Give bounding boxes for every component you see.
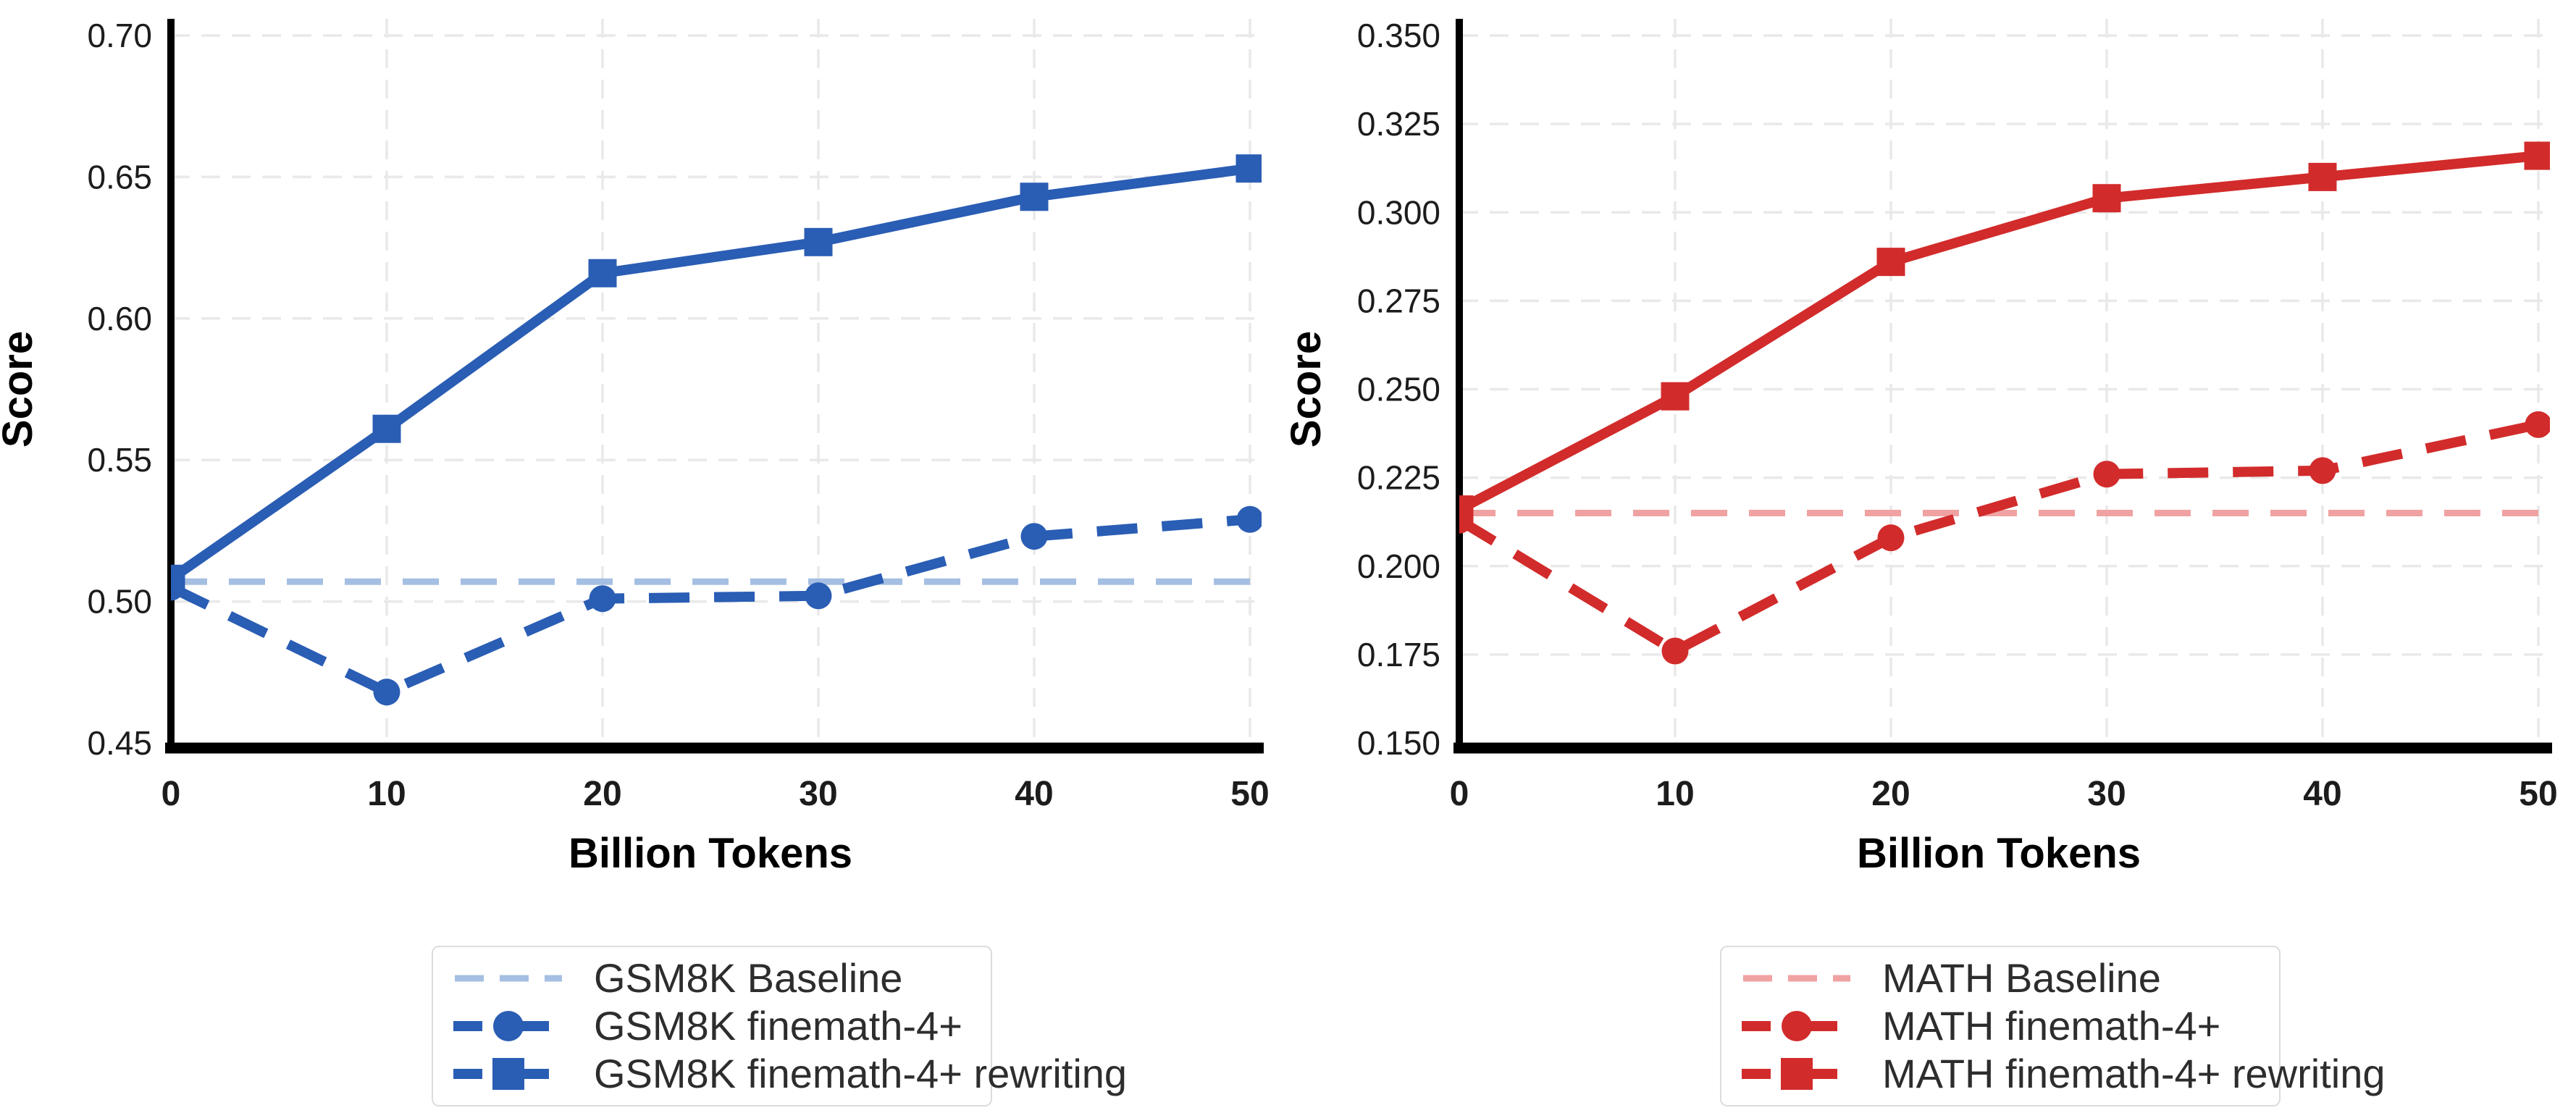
svg-text:0.250: 0.250 [1357,371,1440,408]
circle-marker-swatch-icon [1742,1011,1852,1041]
square-marker [2308,162,2337,191]
legend-label: MATH finemath-4+ rewriting [1882,1051,2386,1096]
baseline-line-swatch-icon [455,975,562,982]
x-axis-label: Billion Tokens [569,830,852,877]
svg-text:0.70: 0.70 [87,17,152,54]
series-markers-1 [1459,411,2550,665]
svg-text:10: 10 [1656,775,1694,813]
circle-marker [1661,637,1689,665]
circle-marker [1877,524,1905,552]
math-chart-panel: 0.150 0.175 0.200 0.225 0.250 0.275 0.300 0.325… [1288,0,2576,1113]
legend-item-math-finemath-rewriting: MATH finemath-4+ rewriting [1739,1051,2386,1097]
square-marker [1781,1058,1813,1090]
svg-text:30: 30 [799,775,837,813]
svg-text:0: 0 [161,775,181,813]
y-axis-label: Score [0,331,41,448]
series-line-1 [1459,419,2540,658]
svg-text:10: 10 [367,775,406,813]
svg-text:0.55: 0.55 [87,441,152,479]
x-tick-labels: 0 10 20 30 40 50 [161,775,1270,813]
svg-text:50: 50 [2519,775,2557,813]
svg-text:20: 20 [1871,775,1910,813]
math-plot-area: 0.150 0.175 0.200 0.225 0.250 0.275 0.300 0.325… [1288,17,2558,877]
square-marker-swatch-icon [1742,1058,1852,1090]
legend-label: GSM8K finemath-4+ [594,1003,962,1049]
x-axis-label: Billion Tokens [1857,830,2141,877]
svg-text:0.150: 0.150 [1357,724,1440,762]
square-marker [804,227,833,256]
svg-text:0.225: 0.225 [1357,459,1440,497]
svg-text:0.350: 0.350 [1357,17,1440,54]
square-marker [1020,182,1049,211]
legend-item-gsm8k-finemath-rewriting: GSM8K finemath-4+ rewriting [450,1051,1127,1097]
legend-label: MATH Baseline [1882,955,2161,1001]
svg-text:40: 40 [2303,775,2341,813]
svg-text:0.45: 0.45 [87,724,152,762]
legend-item-math-finemath: MATH finemath-4+ [1739,1003,2262,1049]
svg-text:0.175: 0.175 [1357,636,1440,673]
square-marker [1459,495,1474,524]
legend-item-gsm8k-finemath: GSM8K finemath-4+ [450,1003,973,1049]
svg-text:20: 20 [583,775,621,813]
circle-marker [589,585,616,613]
svg-text:0.60: 0.60 [87,300,152,337]
x-tick-labels: 0 10 20 30 40 50 [1450,775,2558,813]
legend-label: GSM8K Baseline [594,955,903,1001]
circle-marker [2093,461,2120,488]
legend-label: GSM8K finemath-4+ rewriting [594,1051,1128,1096]
svg-text:0: 0 [1450,775,1469,813]
circle-marker [1236,505,1262,533]
circle-marker [1020,523,1048,550]
y-tick-labels: 0.150 0.175 0.200 0.225 0.250 0.275 0.300 0.325… [1357,17,1440,762]
circle-marker-swatch-icon [453,1011,563,1041]
square-marker-swatch-icon [453,1058,563,1090]
circle-marker [2309,457,2336,484]
circle-marker [373,679,400,706]
circle-marker [493,1011,524,1041]
axis-spines [165,19,1264,754]
square-marker [171,564,185,593]
legend-item-gsm8k-baseline: GSM8K Baseline [450,955,973,1001]
math-legend: MATH Baseline MATH finemath-4+ MATH fine… [1720,946,2386,1106]
series-line-2 [171,163,1251,584]
square-marker [1235,154,1262,183]
svg-text:0.50: 0.50 [87,583,152,621]
y-axis-label: Score [1288,331,1330,448]
square-marker [588,259,617,287]
series-markers-2 [171,154,1262,593]
series-markers-1 [171,505,1262,706]
square-marker [2092,184,2121,213]
gsm8k-plot-area: 0.45 0.50 0.55 0.60 0.65 0.70 0 10 20 30 40 50 Billi… [0,17,1270,877]
gridlines [171,19,1262,748]
circle-marker [805,582,832,610]
circle-marker [1782,1011,1812,1041]
legend-label: MATH finemath-4+ [1882,1003,2221,1049]
axis-spines [1453,19,2552,754]
svg-text:30: 30 [2087,775,2126,813]
series-markers-2 [1459,141,2550,524]
square-marker [1876,248,1905,277]
series-line-1 [171,514,1251,698]
gridlines [1459,19,2550,748]
legend-item-math-baseline: MATH Baseline [1739,955,2262,1001]
gsm8k-chart-panel: 0.45 0.50 0.55 0.60 0.65 0.70 0 10 20 30 40 50 Billi… [0,17,1270,1106]
svg-text:40: 40 [1015,775,1053,813]
svg-text:0.200: 0.200 [1357,547,1440,585]
square-marker [1661,382,1690,411]
gsm8k-legend: GSM8K Baseline GSM8K finemath-4+ GSM8K f… [432,946,1127,1106]
square-marker [492,1058,524,1090]
square-marker [2524,141,2550,170]
svg-text:0.275: 0.275 [1357,282,1440,319]
svg-text:0.325: 0.325 [1357,105,1440,143]
square-marker [372,414,401,443]
y-tick-labels: 0.45 0.50 0.55 0.60 0.65 0.70 [87,17,152,762]
series-line-2 [1459,151,2539,514]
svg-text:50: 50 [1230,775,1269,813]
baseline-line-swatch-icon [1743,975,1850,982]
circle-marker [2525,411,2550,438]
svg-text:0.65: 0.65 [87,158,152,196]
svg-text:0.300: 0.300 [1357,193,1440,231]
